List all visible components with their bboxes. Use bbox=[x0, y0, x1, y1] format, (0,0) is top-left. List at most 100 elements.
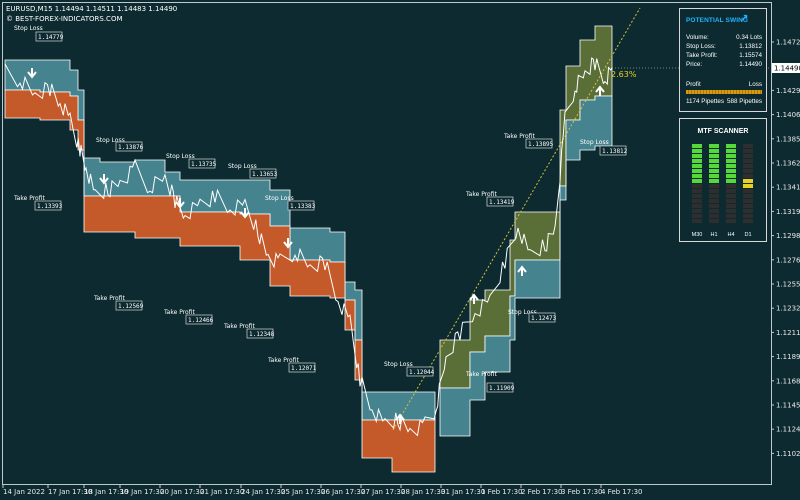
arrow-up-icon bbox=[395, 413, 405, 424]
arrow-up-icon bbox=[469, 293, 479, 304]
swing-row-label: Stop Loss: bbox=[686, 43, 716, 50]
chart-frame bbox=[2, 2, 772, 485]
mtf-meter-segment bbox=[692, 214, 702, 218]
arrow-up-icon bbox=[517, 265, 527, 276]
mtf-meter-h4 bbox=[726, 144, 736, 223]
time-tick-label: 28 Jan 17:30 bbox=[401, 488, 445, 496]
mtf-meter-segment bbox=[709, 199, 719, 203]
mtf-meter-segment bbox=[709, 194, 719, 198]
mtf-meter-segment bbox=[709, 169, 719, 173]
mtf-meter-segment bbox=[726, 219, 736, 223]
mtf-meter-segment bbox=[692, 159, 702, 163]
trade-label-tag: Stop Loss bbox=[228, 163, 257, 170]
profit-label: Profit bbox=[686, 81, 701, 88]
swing-title: POTENTIAL SWING bbox=[686, 17, 749, 24]
trade-label-value: 1.13895 bbox=[528, 141, 554, 148]
mtf-meter-segment bbox=[709, 179, 719, 183]
price-tick-label: 1.12980 bbox=[776, 232, 800, 240]
swing-row-value: 1.13812 bbox=[739, 43, 762, 50]
time-tick-label: 18 Jan 17:30 bbox=[84, 488, 128, 496]
time-tick-label: 1 Feb 17:30 bbox=[481, 488, 522, 496]
mtf-meter-segment bbox=[743, 174, 753, 178]
mtf-meter-segment bbox=[726, 194, 736, 198]
swing-row-label: Take Profit: bbox=[686, 52, 718, 59]
price-tick-label: 1.11240 bbox=[776, 426, 800, 434]
mtf-scanner-panel[interactable]: MTF SCANNER M30 H1 H4 D1 bbox=[679, 118, 767, 242]
mtf-meter-segment bbox=[692, 164, 702, 168]
bearish-target-zone bbox=[4, 89, 436, 473]
swing-row-value: 1.14490 bbox=[739, 61, 762, 68]
trade-label-tag: Stop Loss bbox=[265, 195, 294, 202]
mtf-meter-segment bbox=[709, 154, 719, 158]
trade-label-tag: Take Profit bbox=[223, 323, 256, 330]
mtf-label-m30: M30 bbox=[691, 232, 703, 238]
mtf-meter-segment bbox=[743, 164, 753, 168]
price-tick-label: 1.13625 bbox=[776, 160, 800, 168]
mtf-meter-segment bbox=[743, 204, 753, 208]
trade-label-tag: Stop Loss bbox=[14, 25, 43, 32]
time-tick-label: 4 Feb 17:30 bbox=[601, 488, 642, 496]
profit-loss-labels: Profit Loss bbox=[686, 81, 762, 88]
price-axis: 1.147201.145051.142901.140651.138501.136… bbox=[771, 39, 800, 458]
trade-label-tag: Stop Loss bbox=[166, 153, 195, 160]
trade-label-tag: Stop Loss bbox=[580, 139, 609, 146]
mtf-meter-segment bbox=[726, 164, 736, 168]
loss-label: Loss bbox=[748, 81, 762, 88]
mtf-meter-segment bbox=[692, 204, 702, 208]
trade-label-value: 1.13735 bbox=[191, 161, 217, 168]
signal-arrows bbox=[27, 68, 605, 424]
trade-label-box bbox=[406, 366, 434, 377]
pipettes-row: 1174 Pipettes 588 Pipettes bbox=[686, 98, 762, 105]
trade-label-tag: Stop Loss bbox=[508, 309, 537, 316]
price-tick-label: 1.14720 bbox=[776, 39, 800, 47]
mtf-meter-segment bbox=[692, 219, 702, 223]
zone-layer bbox=[4, 25, 613, 473]
mtf-meter-segment bbox=[743, 169, 753, 173]
mtf-meter-segment bbox=[743, 159, 753, 163]
trade-label-tag: Stop Loss bbox=[384, 361, 413, 368]
current-price-box bbox=[772, 63, 800, 73]
mtf-meter-segment bbox=[726, 204, 736, 208]
time-tick-label: 14 Jan 2022 bbox=[3, 488, 45, 496]
trade-label-value: 1.13383 bbox=[290, 203, 316, 210]
trade-label-box bbox=[34, 200, 62, 211]
trade-label-tag: Take Profit bbox=[93, 295, 126, 302]
trade-label-value: 1.12071 bbox=[291, 365, 317, 372]
mtf-meter-segment bbox=[726, 154, 736, 158]
arrow-down-icon bbox=[175, 198, 185, 209]
time-tick-label: 3 Feb 17:30 bbox=[561, 488, 602, 496]
potential-swing-panel[interactable]: POTENTIAL SWING ↗ Volume: 0.34 Lots Stop… bbox=[679, 8, 767, 112]
time-tick-label: 24 Jan 17:30 bbox=[241, 488, 285, 496]
trend-line bbox=[392, 7, 641, 431]
time-tick-label: 21 Jan 17:30 bbox=[200, 488, 244, 496]
mtf-meter-h1 bbox=[709, 144, 719, 223]
mtf-meter-segment bbox=[743, 209, 753, 213]
mtf-meter-segment bbox=[709, 174, 719, 178]
swing-row-volume: Volume: 0.34 Lots bbox=[686, 34, 762, 41]
trade-label-box bbox=[249, 168, 277, 179]
trade-label-value: 1.12569 bbox=[118, 303, 144, 310]
mtf-title: MTF SCANNER bbox=[697, 128, 749, 135]
swing-row-stop-loss: Stop Loss: 1.13812 bbox=[686, 43, 762, 50]
mtf-label-h1: H1 bbox=[710, 232, 718, 238]
price-tick-label: 1.14290 bbox=[776, 87, 800, 95]
watermark: © BEST-FOREX-INDICATORS.COM bbox=[6, 15, 123, 23]
mtf-meter-segment bbox=[709, 159, 719, 163]
mtf-meter-segment bbox=[726, 209, 736, 213]
trade-label-box bbox=[528, 312, 556, 323]
price-line bbox=[4, 57, 613, 437]
trade-label-tag: Take Profit bbox=[465, 371, 498, 378]
mtf-meter-segment bbox=[692, 199, 702, 203]
price-tick-label: 1.12550 bbox=[776, 281, 800, 289]
mtf-meter-segment bbox=[726, 199, 736, 203]
mtf-meter-segment bbox=[692, 144, 702, 148]
profit-loss-bar bbox=[686, 90, 762, 94]
trade-label-value: 1.11909 bbox=[489, 385, 515, 392]
mtf-meter-segment bbox=[726, 174, 736, 178]
mtf-meter-m30 bbox=[692, 144, 702, 223]
arrow-up-icon bbox=[595, 85, 605, 96]
